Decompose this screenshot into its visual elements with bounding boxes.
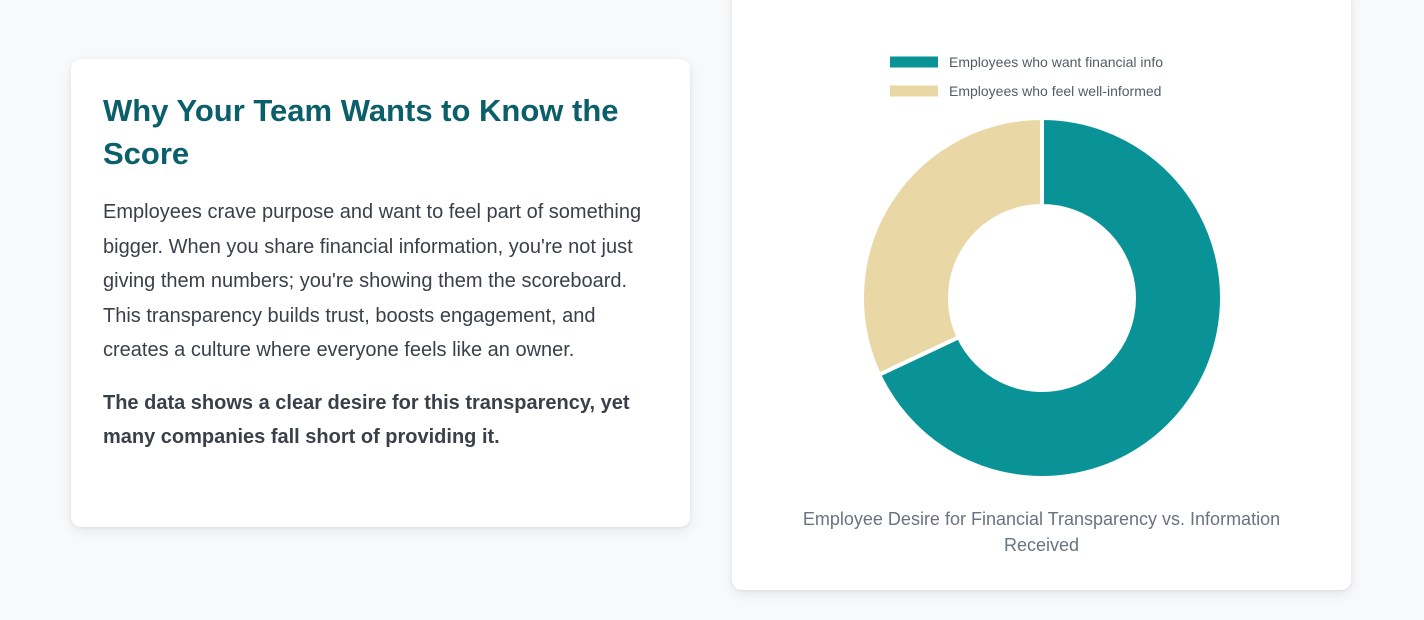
legend-swatch (890, 56, 938, 68)
chart-slices (860, 116, 1224, 480)
legend-item-2[interactable]: Employees who feel well-informed (890, 83, 1161, 99)
chart-legend: Employees who want financial info Employe… (890, 54, 1163, 99)
legend-label: Employees who feel well-informed (949, 83, 1161, 99)
info-card: Why Your Team Wants to Know the Score Em… (71, 59, 690, 527)
chart-slice-2[interactable] (860, 116, 1044, 377)
info-title: Why Your Team Wants to Know the Score (103, 93, 619, 171)
info-emphasis: The data shows a clear desire for this t… (103, 391, 630, 449)
chart-slice-1[interactable] (877, 116, 1224, 480)
doughnut-chart: Employees who want financial info Employe… (860, 54, 1224, 480)
legend-item-1[interactable]: Employees who want financial info (890, 54, 1163, 70)
chart-title: Employee Desire for Financial Transparen… (802, 509, 1281, 555)
legend-swatch (890, 85, 938, 97)
info-body: Employees crave purpose and want to feel… (103, 201, 642, 361)
legend-label: Employees who want financial info (949, 54, 1163, 70)
chart-card: Employees who want financial info Employe… (732, 0, 1351, 590)
